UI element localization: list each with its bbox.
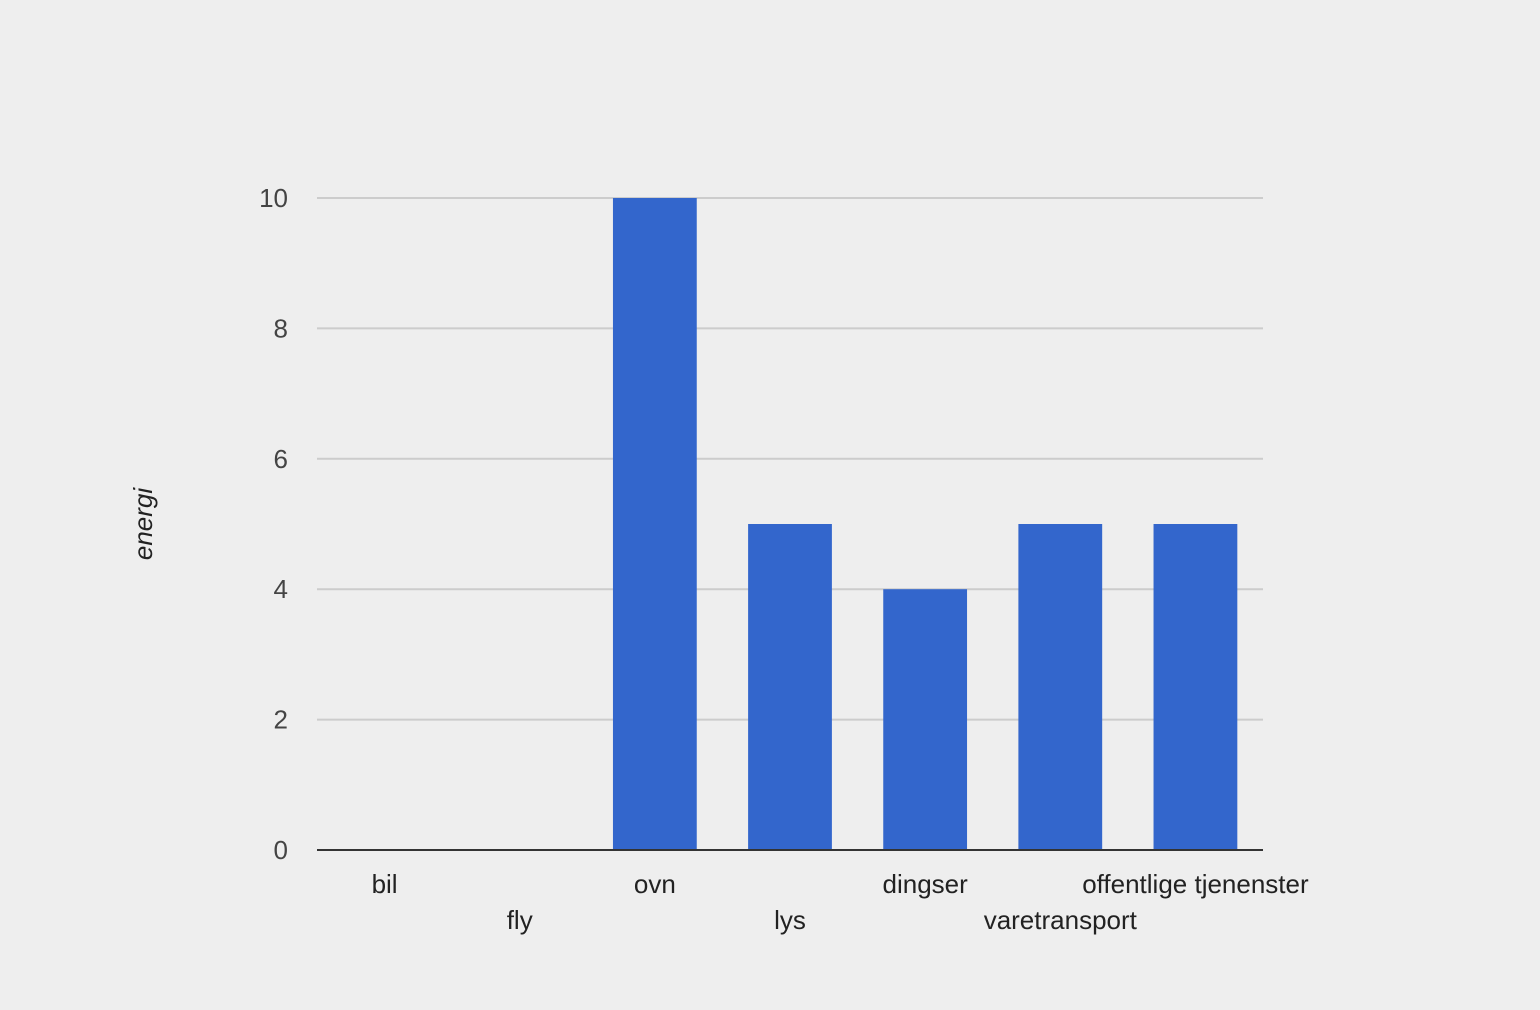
bar-ovn bbox=[612, 198, 697, 850]
x-category-label: bil bbox=[372, 869, 398, 899]
y-tick-label: 10 bbox=[259, 183, 288, 213]
y-tick-label: 6 bbox=[274, 444, 288, 474]
x-axis-categories: bil fly ovn lys dingser varetransport offentli… bbox=[372, 869, 1309, 935]
bar-dingser bbox=[883, 589, 968, 850]
bar-offentlige-tjenenster bbox=[1153, 524, 1238, 850]
x-category-label: ovn bbox=[634, 869, 676, 899]
bar-varetransport bbox=[1018, 524, 1103, 850]
y-tick-label: 0 bbox=[274, 835, 288, 865]
x-category-label: varetransport bbox=[984, 905, 1138, 935]
bars bbox=[612, 198, 1238, 850]
y-axis-ticks: 0 2 4 6 8 10 bbox=[259, 183, 288, 865]
x-category-label: lys bbox=[774, 905, 806, 935]
bar-lys bbox=[748, 524, 832, 850]
gridlines bbox=[317, 197, 1263, 721]
x-category-label: fly bbox=[507, 905, 533, 935]
x-category-label: offentlige tjenenster bbox=[1082, 869, 1309, 899]
y-tick-label: 2 bbox=[274, 705, 288, 735]
x-category-label: dingser bbox=[883, 869, 969, 899]
y-axis-label: energi bbox=[128, 487, 158, 560]
y-tick-label: 8 bbox=[274, 313, 288, 343]
y-tick-label: 4 bbox=[274, 574, 288, 604]
